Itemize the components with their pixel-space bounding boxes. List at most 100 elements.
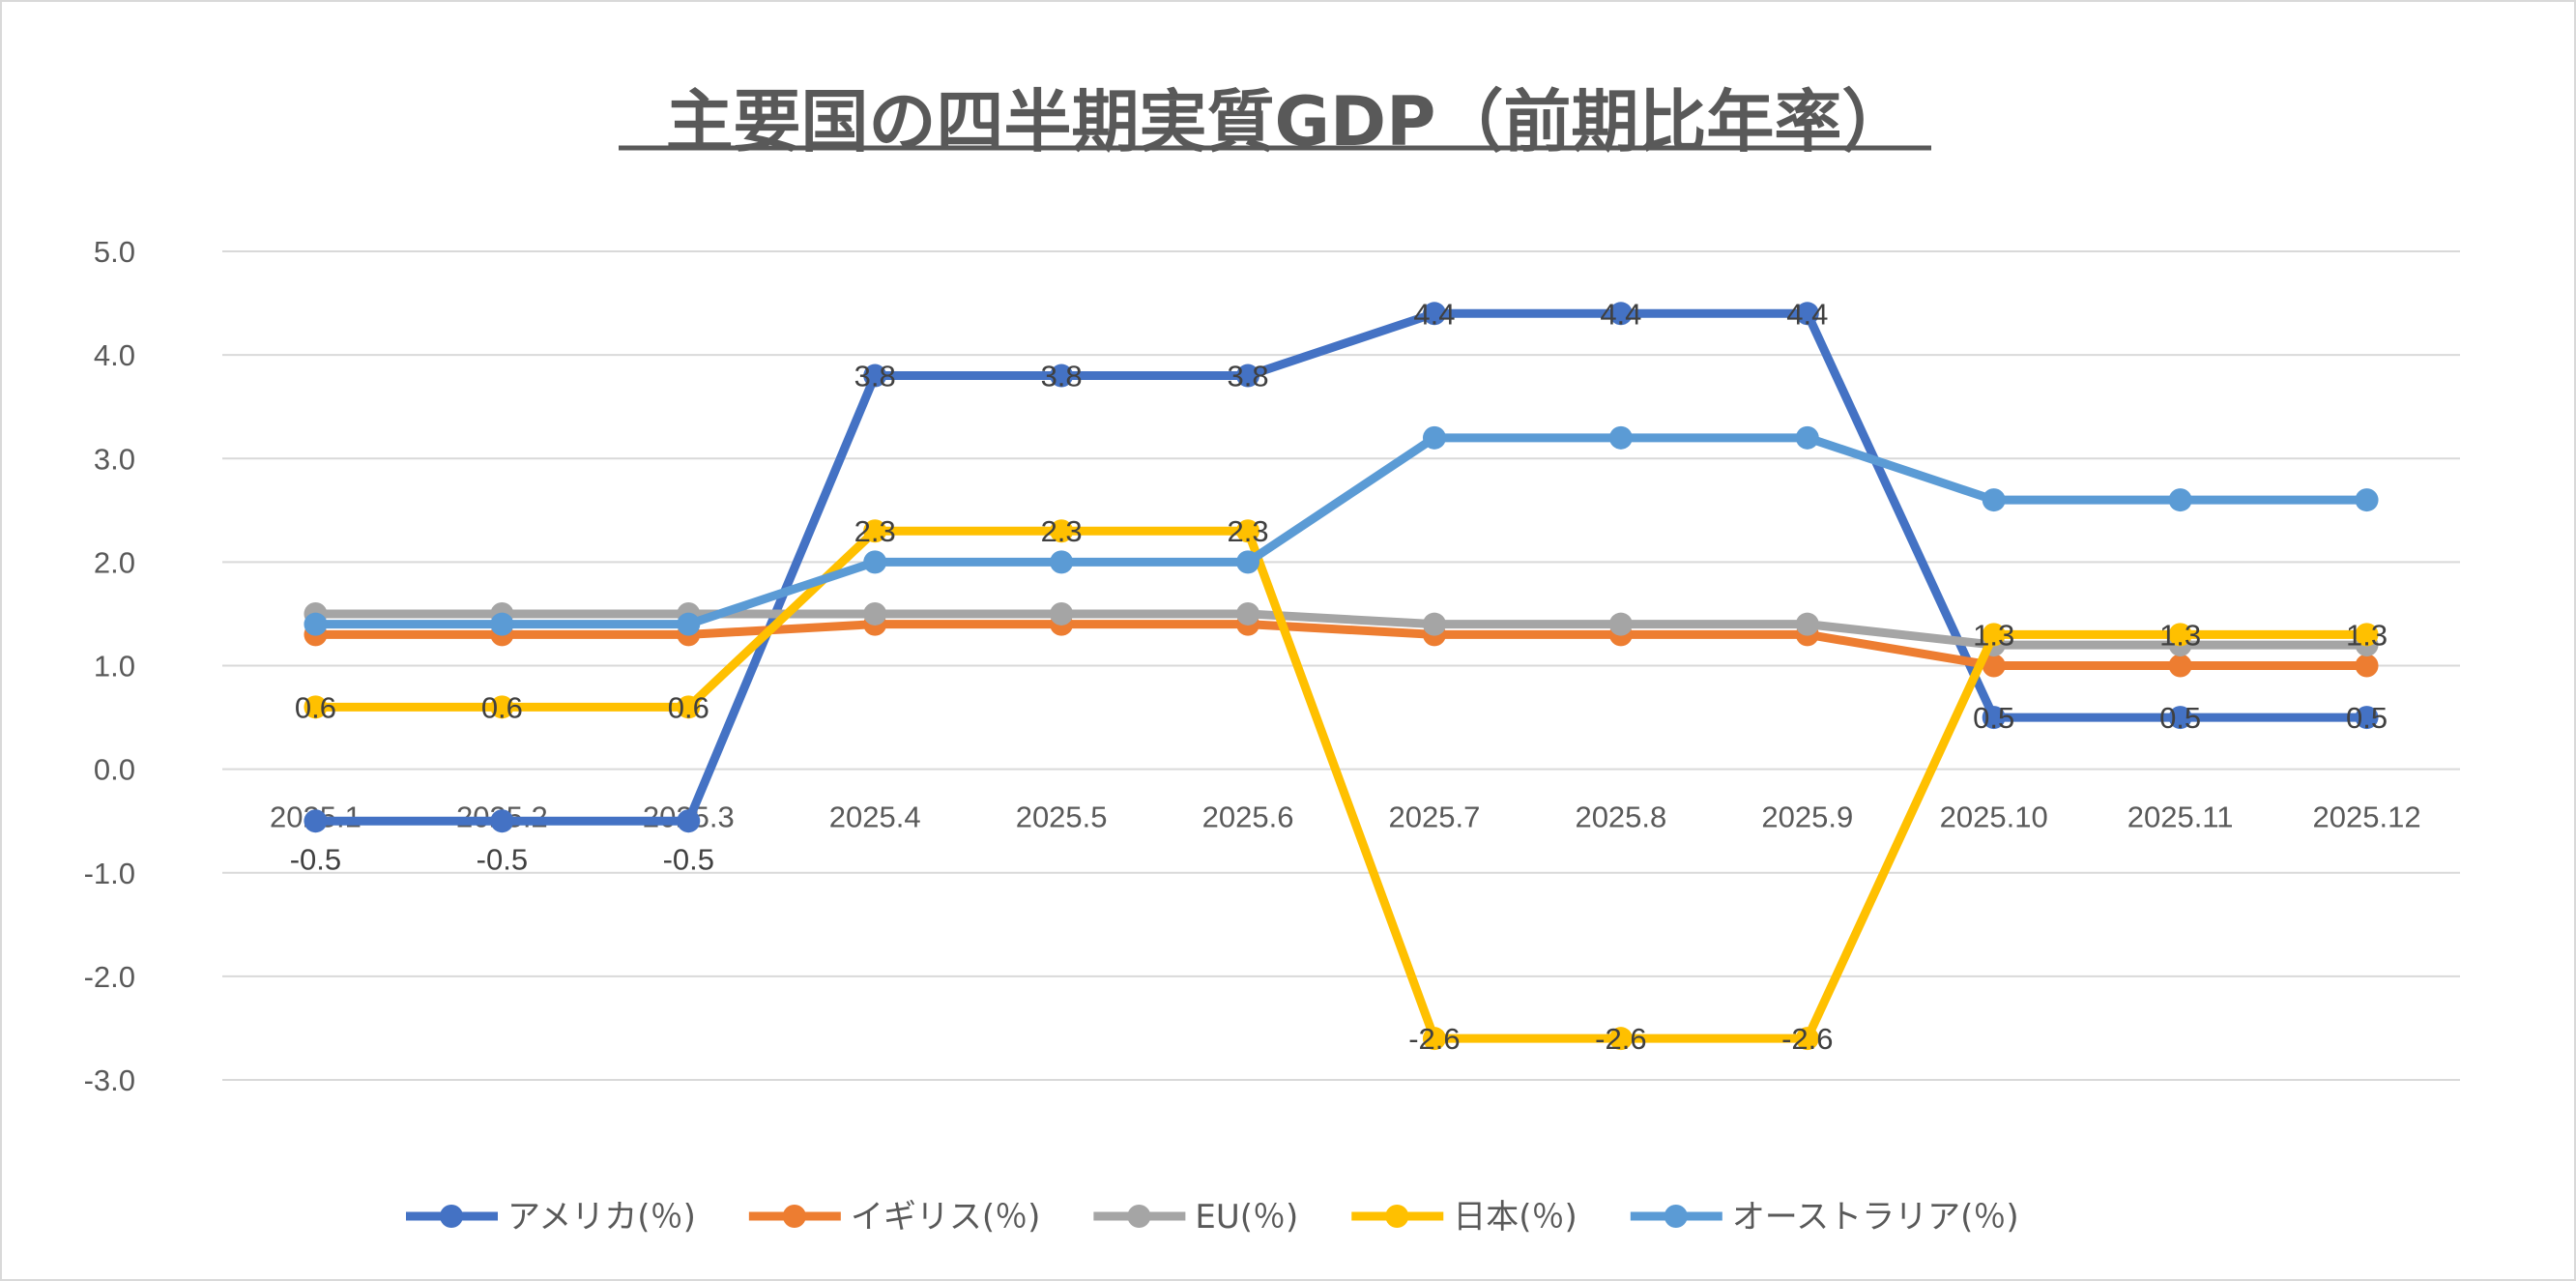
series-line [315,433,2367,629]
series-3 [304,519,2379,1051]
data-point [1236,550,1260,574]
legend-marker-icon [1127,1205,1151,1228]
legend-item: オーストラリア(％) [1630,1198,2019,1237]
data-point [490,809,514,833]
data-point [1422,612,1446,636]
data-point [304,695,328,719]
data-point [1050,519,1074,543]
data-point [2168,623,2192,647]
legend-label: オーストラリア(％) [1732,1198,2019,1237]
data-label: 3.8 [854,360,896,393]
x-tick-label: 2025.10 [1940,801,2048,834]
x-tick-label: 2025.8 [1575,801,1666,834]
data-label: 0.6 [668,690,709,724]
legend-marker-icon [1664,1205,1688,1228]
data-point [1795,302,1819,326]
x-tick-label: 2025.11 [2127,801,2234,834]
data-label: -2.6 [1781,1022,1833,1056]
x-tick-label: 2025.4 [829,801,921,834]
data-point [1050,364,1074,388]
data-point [2168,654,2192,678]
data-label: 4.4 [1786,297,1828,331]
x-tick-label: 2025.9 [1761,801,1853,834]
data-point [1422,302,1446,326]
legend-label: EU(％) [1195,1198,1298,1237]
data-point [1050,550,1074,574]
data-label: -0.5 [663,843,714,877]
x-tick-label: 2025.6 [1202,801,1294,834]
data-point [490,695,514,719]
data-point [2355,706,2379,730]
data-point [304,809,328,833]
data-point [2168,488,2192,512]
data-point [1795,1027,1819,1051]
legend-item: EU(％) [1093,1198,1298,1237]
data-label: -2.6 [1408,1022,1460,1056]
data-point [2355,623,2379,647]
x-tick-label: 2025.12 [2313,801,2421,834]
data-point [2168,706,2192,730]
data-label: 2.3 [854,514,896,548]
data-point [1050,601,1074,626]
legend-label: 日本(％) [1453,1198,1577,1237]
data-point [863,601,887,626]
data-point [1795,612,1819,636]
data-point [304,612,328,636]
data-point [677,612,701,636]
data-point [1982,706,2006,730]
legend-marker-icon [1385,1205,1409,1228]
data-point [1795,425,1819,450]
data-point [1236,364,1260,388]
series-0 [304,302,2379,833]
data-label: 0.6 [481,690,523,724]
legend-marker-icon [782,1205,806,1228]
y-tick-label: -2.0 [84,960,135,994]
legend-item: イギリス(％) [748,1198,1041,1237]
y-tick-label: 5.0 [94,235,135,269]
data-point [1236,601,1260,626]
y-tick-label: 0.0 [94,753,135,787]
data-point [1236,519,1260,543]
data-point [2355,654,2379,678]
series-line [315,308,2367,826]
data-label: 0.5 [1973,701,2014,735]
data-label: 0.5 [2346,701,2388,735]
data-label: 0.6 [295,690,336,724]
data-label: 3.8 [1041,360,1083,393]
data-point [1608,1027,1633,1051]
y-tick-label: 2.0 [94,545,135,579]
data-point [677,695,701,719]
data-label: 1.3 [2346,618,2388,652]
data-point [863,519,887,543]
y-tick-label: 1.0 [94,650,135,684]
series-line [315,526,2367,1043]
data-point [1982,654,2006,678]
data-point [677,809,701,833]
series-line [315,620,2367,670]
data-label: 4.4 [1413,297,1455,331]
data-label: 1.3 [2159,618,2201,652]
legend-label: イギリス(％) [851,1198,1041,1237]
x-tick-label: 2025.7 [1389,801,1481,834]
data-point [1422,425,1446,450]
data-point [1982,488,2006,512]
data-label: -2.6 [1595,1022,1646,1056]
data-label: 2.3 [1227,514,1268,548]
legend-label: アメリカ(％) [507,1198,696,1237]
data-label: 2.3 [1041,514,1083,548]
x-tick-label: 2025.5 [1016,801,1108,834]
y-tick-label: 4.0 [94,338,135,372]
data-point [1608,302,1633,326]
y-tick-label: -1.0 [84,857,135,890]
y-tick-label: 3.0 [94,442,135,476]
data-point [1422,1027,1446,1051]
data-label: -0.5 [477,843,528,877]
data-point [490,612,514,636]
data-point [1608,612,1633,636]
data-label: 4.4 [1600,297,1641,331]
legend-item: アメリカ(％) [406,1198,696,1237]
legend-item: 日本(％) [1351,1198,1577,1237]
data-label: 3.8 [1227,360,1268,393]
legend-marker-icon [440,1205,463,1228]
